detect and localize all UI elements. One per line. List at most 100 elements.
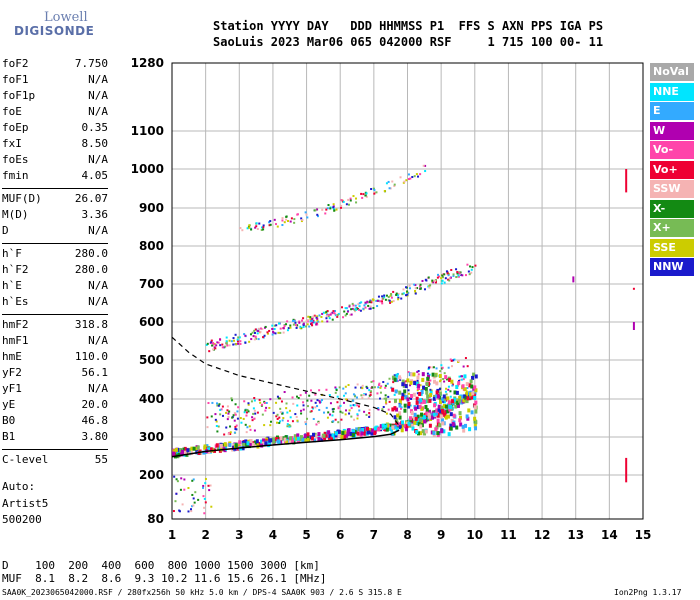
echo-dot xyxy=(311,318,314,321)
param-name: yE xyxy=(2,398,16,411)
echo-dot xyxy=(296,213,299,216)
echo-dot xyxy=(437,407,441,412)
echo-dot xyxy=(235,343,238,346)
echo-dot xyxy=(407,392,410,395)
echo-dot xyxy=(384,298,387,301)
echo-dot xyxy=(370,188,373,191)
echo-dot xyxy=(336,315,339,318)
echo-dot xyxy=(425,411,429,416)
echo-dot xyxy=(368,389,371,392)
echo-dot xyxy=(224,345,227,348)
echo-dot xyxy=(234,425,237,428)
echo-dot xyxy=(180,452,184,457)
echo-dot xyxy=(474,388,478,393)
echo-dot xyxy=(340,204,343,207)
echo-dot xyxy=(295,436,299,441)
muf-frequency-row: MUF 8.1 8.2 8.6 9.3 10.2 11.6 15.6 26.1 … xyxy=(2,572,327,585)
echo-dot xyxy=(214,413,217,416)
echo-dot xyxy=(361,384,364,387)
echo-dot xyxy=(191,493,194,496)
echo-dot xyxy=(434,281,437,284)
echo-dot xyxy=(262,438,266,443)
echo-dot xyxy=(312,417,315,420)
echo-dot xyxy=(295,395,298,398)
echo-dot xyxy=(368,412,371,415)
echo-dot xyxy=(421,429,425,434)
echo-dot xyxy=(446,414,450,419)
echo-dot xyxy=(411,176,414,179)
echo-dot xyxy=(248,226,251,229)
echo-dot xyxy=(261,403,264,406)
echo-dot xyxy=(304,423,307,426)
y-tick-label: 400 xyxy=(139,392,164,406)
echo-dot xyxy=(249,333,252,336)
echo-dot xyxy=(178,510,181,513)
echo-dot xyxy=(187,487,190,490)
echo-dot xyxy=(415,420,419,425)
echo-dot xyxy=(260,228,263,231)
echo-dot xyxy=(269,220,272,223)
param-row: yF2 56.1 xyxy=(2,366,108,382)
echo-dot xyxy=(407,404,411,409)
echo-dot xyxy=(362,428,366,433)
echo-dot xyxy=(449,395,452,398)
echo-dot xyxy=(460,273,463,276)
echo-dot xyxy=(202,486,205,489)
echo-dot xyxy=(254,335,257,338)
echo-dot xyxy=(309,316,312,319)
echo-dot xyxy=(252,412,255,415)
echo-dot xyxy=(281,224,284,227)
echo-dot xyxy=(390,293,393,296)
echo-dot xyxy=(316,405,319,408)
echo-dot xyxy=(450,359,453,362)
echo-dot xyxy=(359,428,363,433)
echo-dot xyxy=(253,417,256,420)
echo-dot xyxy=(410,397,413,400)
param-row: fxI 8.50 xyxy=(2,137,108,153)
echo-dot xyxy=(442,429,446,434)
echo-dot xyxy=(349,197,352,200)
echo-dot xyxy=(391,387,395,392)
echo-dot xyxy=(227,415,230,418)
param-value: N/A xyxy=(88,224,108,237)
echo-dot xyxy=(398,390,402,395)
echo-dot xyxy=(337,312,340,315)
echo-dot xyxy=(309,410,312,413)
echo-dot xyxy=(343,401,346,404)
echo-dot xyxy=(283,391,286,394)
echo-dot xyxy=(427,368,430,371)
echo-dot xyxy=(209,447,213,452)
echo-dot xyxy=(186,448,190,453)
echo-dot xyxy=(327,313,330,316)
echo-dot xyxy=(334,431,338,436)
echo-dot xyxy=(356,413,359,416)
echo-dot xyxy=(474,400,478,405)
echo-dot xyxy=(430,415,434,420)
echo-dot xyxy=(334,418,337,421)
echo-dot xyxy=(418,391,422,396)
echo-dot xyxy=(216,341,219,344)
echo-dot xyxy=(429,379,432,382)
echo-dot xyxy=(246,408,249,411)
echo-dot xyxy=(211,344,214,347)
echo-dot xyxy=(417,399,421,404)
echo-dot xyxy=(465,399,469,404)
param-row: yF1 N/A xyxy=(2,382,108,398)
echo-dot xyxy=(384,394,387,397)
param-name: h`Es xyxy=(2,295,29,308)
echo-dot xyxy=(438,275,441,278)
echo-dot xyxy=(317,432,321,437)
echo-dot xyxy=(368,414,371,417)
echo-dot xyxy=(454,404,458,409)
echo-dot xyxy=(376,427,380,432)
echo-dot xyxy=(306,435,310,440)
echo-dot xyxy=(436,433,440,438)
echo-dot xyxy=(354,386,357,389)
echo-dot xyxy=(306,320,309,323)
echo-dot xyxy=(291,420,294,423)
echo-dot xyxy=(326,310,329,313)
x-tick-label: 8 xyxy=(403,528,411,542)
echo-dot xyxy=(317,437,321,442)
echo-dot xyxy=(403,408,407,413)
